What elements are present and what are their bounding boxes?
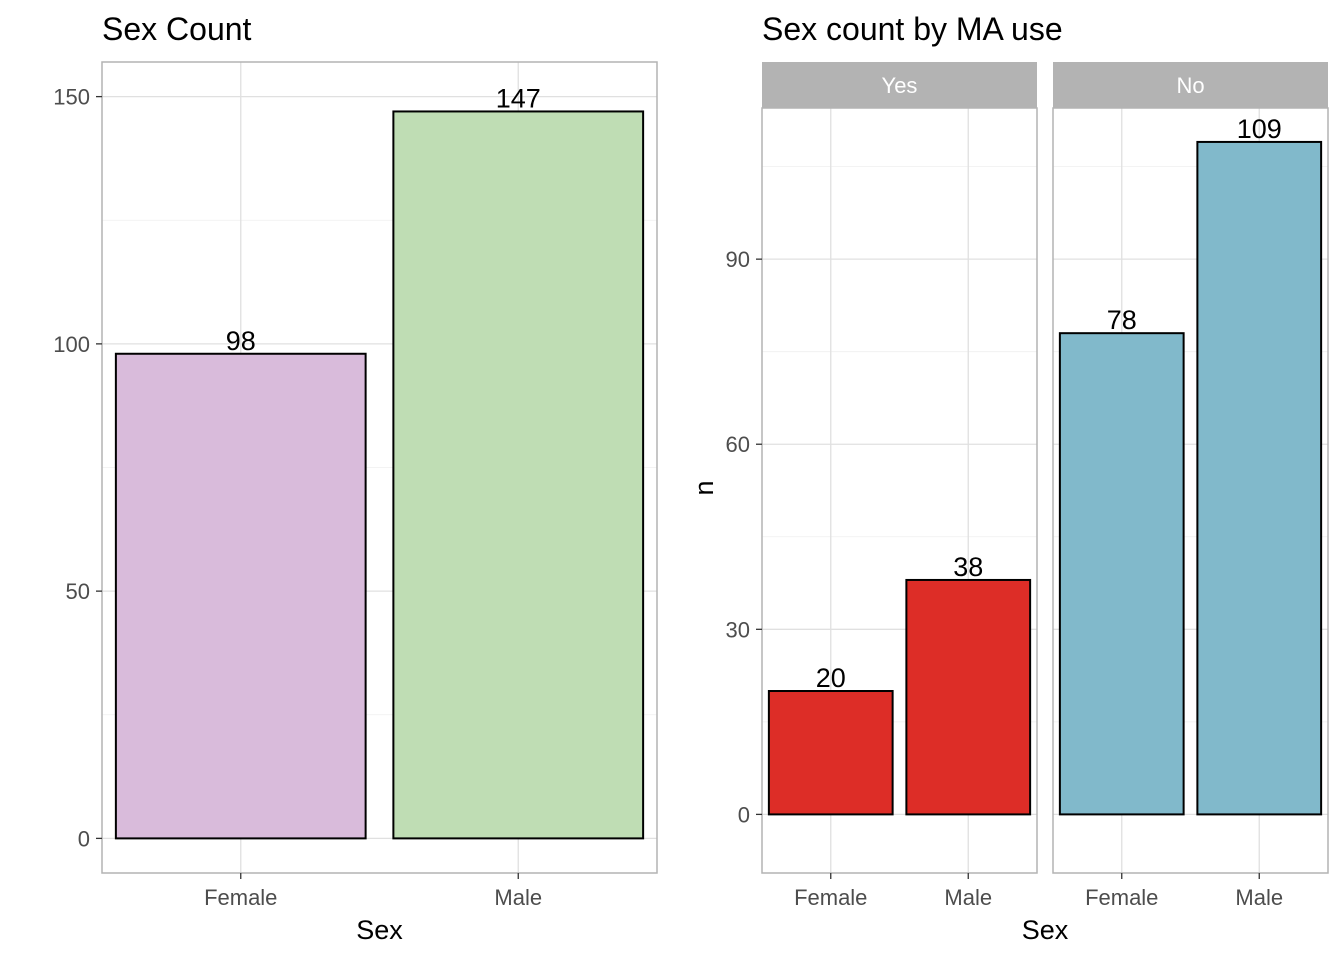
bar-label: 109 bbox=[1237, 114, 1282, 144]
bar-label: 38 bbox=[953, 552, 983, 582]
x-tick-label: Female bbox=[1085, 885, 1158, 910]
bar-female bbox=[114, 352, 367, 840]
y-axis-title: n bbox=[689, 480, 719, 495]
bar-yes-female bbox=[767, 690, 894, 816]
x-tick-label: Female bbox=[204, 885, 277, 910]
facet-strip bbox=[762, 62, 1037, 108]
x-tick-label: Female bbox=[794, 885, 867, 910]
bar-no-male bbox=[1196, 140, 1323, 816]
y-tick-label: 30 bbox=[726, 617, 750, 642]
bar-label: 20 bbox=[816, 663, 846, 693]
chart-sex-count: Sex Count 98 147 0 50 100 150 Female Male Sex bbox=[53, 11, 658, 945]
x-axis-title: Sex bbox=[1022, 915, 1069, 945]
chart-title: Sex count by MA use bbox=[762, 11, 1063, 47]
bar-label: 147 bbox=[496, 83, 541, 113]
y-tick-label: 50 bbox=[66, 579, 90, 604]
y-tick-label: 150 bbox=[53, 85, 90, 110]
y-tick-label: 0 bbox=[78, 826, 90, 851]
x-tick-label: Male bbox=[494, 885, 542, 910]
y-tick-label: 0 bbox=[738, 802, 750, 827]
bar-label: 78 bbox=[1107, 305, 1137, 335]
y-tick-label: 100 bbox=[53, 332, 90, 357]
x-axis-title: Sex bbox=[356, 915, 403, 945]
panel-border bbox=[761, 107, 1038, 874]
facet-strip bbox=[1053, 62, 1328, 108]
facet-panel-yes: Yes 20 38 Female Male bbox=[761, 62, 1038, 910]
bar-label: 98 bbox=[226, 326, 256, 356]
panel-border bbox=[101, 61, 658, 874]
y-tick-label: 90 bbox=[726, 247, 750, 272]
facet-panels: Yes 20 38 Female Male No 78 109 Female Male bbox=[761, 62, 1329, 910]
chart-title: Sex Count bbox=[102, 11, 252, 47]
chart-sex-count-by-ma-use: Sex count by MA use Yes 20 38 Female Male No 7… bbox=[689, 11, 1329, 945]
x-tick-label: Male bbox=[1235, 885, 1283, 910]
y-axis-ticks: 0 50 100 150 bbox=[53, 85, 102, 851]
y-tick-label: 60 bbox=[726, 432, 750, 457]
x-tick-label: Male bbox=[944, 885, 992, 910]
bar-male bbox=[392, 110, 645, 840]
panel-border bbox=[1052, 107, 1329, 874]
facet-panel-no: No 78 109 Female Male bbox=[1052, 62, 1329, 910]
facet-label: No bbox=[1176, 73, 1204, 98]
bar-no-female bbox=[1058, 332, 1185, 816]
facet-label: Yes bbox=[882, 73, 918, 98]
y-axis-ticks: 0 30 60 90 bbox=[726, 247, 762, 827]
bar-yes-male bbox=[905, 578, 1032, 816]
x-axis-ticks: Female Male bbox=[204, 873, 542, 910]
bars: 98 147 bbox=[114, 83, 645, 840]
